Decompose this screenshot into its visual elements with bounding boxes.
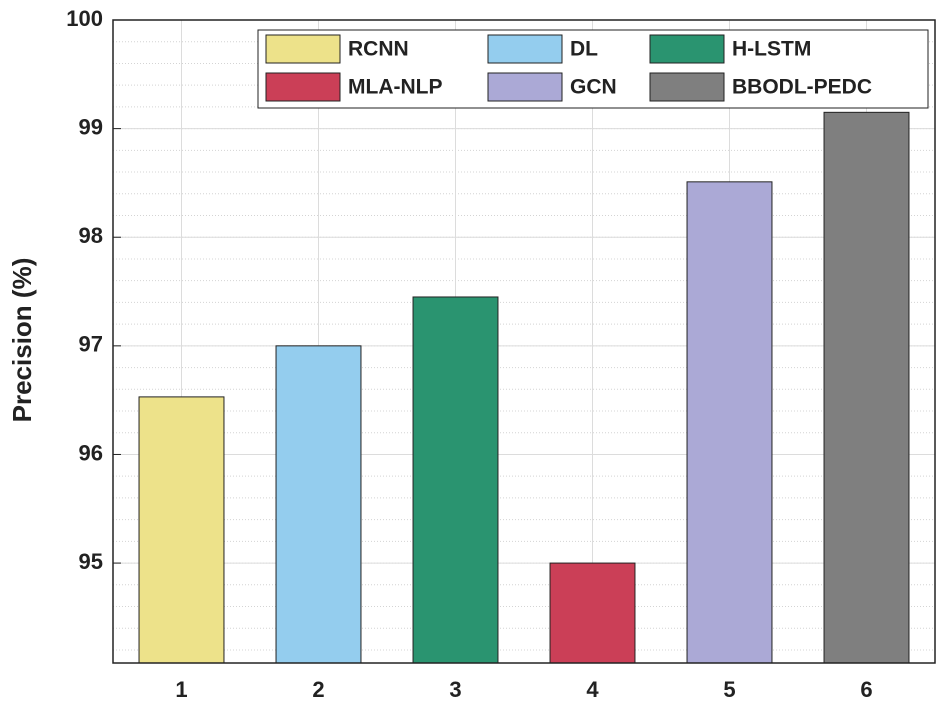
legend-swatch — [487, 34, 563, 64]
legend-swatch — [265, 72, 341, 102]
legend-swatch — [487, 72, 563, 102]
bar — [412, 296, 499, 664]
legend-label: H-LSTM — [732, 38, 811, 61]
bar — [549, 562, 636, 664]
legend-label: MLA-NLP — [348, 76, 442, 99]
legend-label: GCN — [570, 76, 617, 99]
legend-label: DL — [570, 38, 598, 61]
y-tick-label: 96 — [79, 440, 103, 465]
legend-swatch — [649, 72, 725, 102]
x-tick-label: 3 — [449, 677, 461, 702]
bar — [823, 111, 910, 664]
plot-frame — [112, 19, 936, 664]
y-tick-label: 97 — [79, 332, 103, 357]
x-tick-label: 6 — [860, 677, 872, 702]
legend-swatch — [649, 34, 725, 64]
bar — [275, 345, 362, 664]
y-axis-label: Precision (%) — [7, 258, 37, 423]
legend-box — [257, 29, 929, 109]
legend-swatch — [265, 34, 341, 64]
y-tick-label: 95 — [79, 549, 103, 574]
x-tick-label: 2 — [312, 677, 324, 702]
y-tick-label: 100 — [66, 6, 103, 31]
bar — [138, 396, 225, 664]
x-tick-label: 1 — [175, 677, 187, 702]
y-tick-label: 98 — [79, 223, 103, 248]
bar — [686, 181, 773, 664]
legend-label: RCNN — [348, 38, 409, 61]
y-tick-label: 99 — [79, 114, 103, 139]
x-tick-label: 5 — [723, 677, 735, 702]
x-tick-label: 4 — [586, 677, 599, 702]
plot-area — [113, 20, 935, 663]
legend-label: BBODL-PEDC — [732, 76, 872, 99]
